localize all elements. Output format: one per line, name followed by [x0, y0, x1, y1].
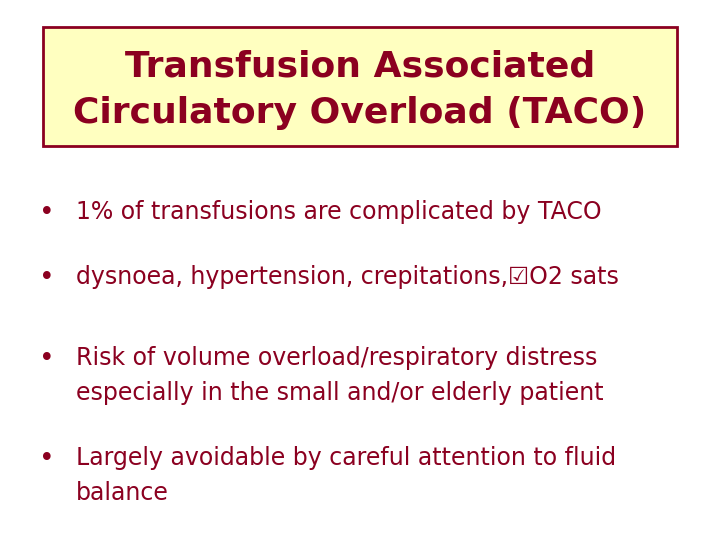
- Text: dysnoea, hypertension, crepitations,☑O2 sats: dysnoea, hypertension, crepitations,☑O2 …: [76, 265, 618, 288]
- Text: Circulatory Overload (TACO): Circulatory Overload (TACO): [73, 96, 647, 130]
- Text: Largely avoidable by careful attention to fluid
balance: Largely avoidable by careful attention t…: [76, 446, 616, 505]
- Text: •: •: [39, 346, 55, 372]
- Text: •: •: [39, 200, 55, 226]
- Text: •: •: [39, 446, 55, 471]
- Text: Risk of volume overload/respiratory distress
especially in the small and/or elde: Risk of volume overload/respiratory dist…: [76, 346, 603, 405]
- Text: •: •: [39, 265, 55, 291]
- FancyBboxPatch shape: [43, 27, 677, 146]
- Text: 1% of transfusions are complicated by TACO: 1% of transfusions are complicated by TA…: [76, 200, 601, 224]
- Text: Transfusion Associated: Transfusion Associated: [125, 49, 595, 83]
